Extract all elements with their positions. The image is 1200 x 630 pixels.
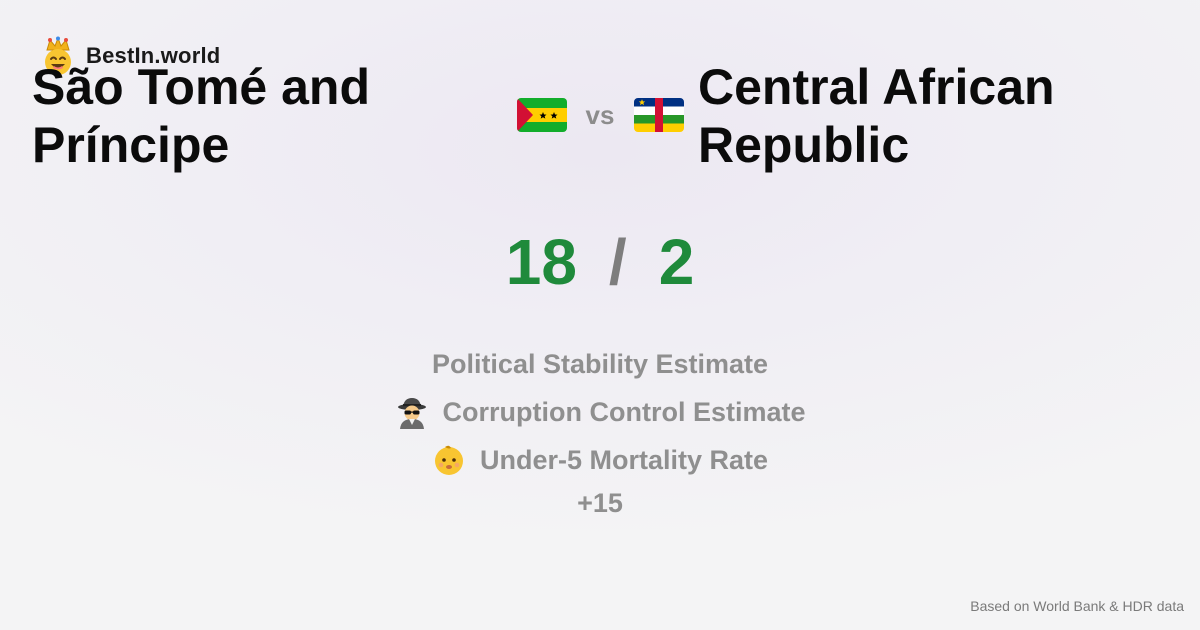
brand[interactable]: BestIn.world <box>38 36 220 76</box>
left-score: 18 <box>505 226 577 298</box>
score-separator: / <box>608 226 627 298</box>
central-african-republic-flag-icon <box>634 98 684 132</box>
sao-tome-and-principe-flag-icon <box>517 98 567 132</box>
metrics-list: Political Stability Estimate Corruption … <box>0 340 1200 484</box>
metric-under-5-mortality[interactable]: Under-5 Mortality Rate <box>0 436 1200 484</box>
metric-political-stability[interactable]: Political Stability Estimate <box>0 340 1200 388</box>
metric-label: Political Stability Estimate <box>431 348 769 379</box>
metric-corruption-control[interactable]: Corruption Control Estimate <box>0 388 1200 436</box>
crowned-smiley-icon <box>45 36 71 75</box>
brand-name: BestIn.world <box>86 43 221 68</box>
data-source-note: Based on World Bank & HDR data <box>970 598 1184 614</box>
vs-label: vs <box>585 100 615 130</box>
more-metrics-count[interactable]: +15 <box>577 488 623 518</box>
right-country-name[interactable]: Central African Republic <box>698 59 1055 173</box>
baby-face-icon <box>434 445 463 475</box>
spy-detective-icon <box>397 398 426 429</box>
score: 18 / 2 <box>0 222 1200 302</box>
left-country-name[interactable]: São Tomé and Príncipe <box>32 59 371 173</box>
right-score: 2 <box>658 226 695 298</box>
metric-label: Corruption Control Estimate <box>442 396 806 427</box>
metric-label: Under-5 Mortality Rate <box>479 444 769 475</box>
